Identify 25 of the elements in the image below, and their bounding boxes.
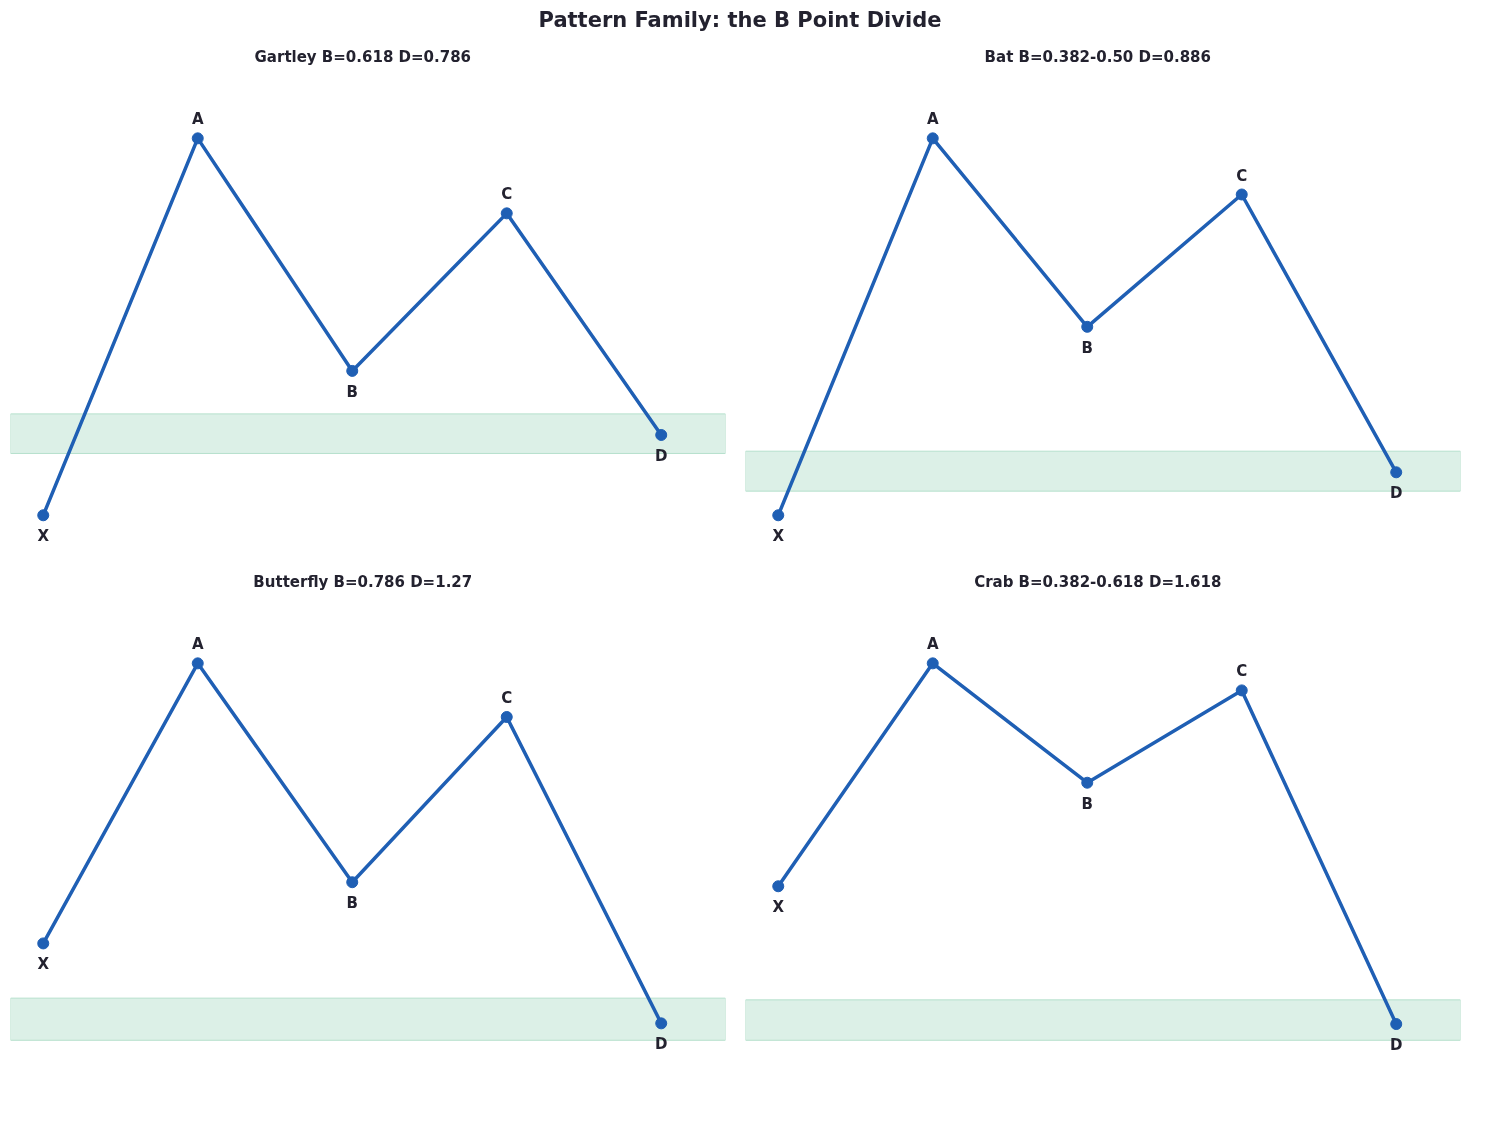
annotation: D: [655, 1035, 668, 1054]
annotation: A: [926, 635, 939, 654]
annotation: X: [772, 898, 785, 917]
annotation: C: [1236, 662, 1248, 681]
annotation: B: [1081, 794, 1093, 813]
chart-title: Bat B=0.382-0.50 D=0.886: [984, 47, 1211, 66]
annotation: C: [1236, 166, 1248, 185]
annotation: A: [191, 110, 204, 129]
annotation: X: [37, 955, 50, 974]
annotation: X: [37, 527, 50, 546]
annotation: B: [346, 382, 358, 401]
chart-title: Gartley B=0.618 D=0.786: [254, 47, 471, 66]
annotation: B: [346, 894, 358, 913]
annotation: D: [655, 446, 668, 465]
annotation: C: [501, 688, 513, 707]
annotation: D: [1390, 1036, 1403, 1055]
chart-title: Butterfly B=0.786 D=1.27: [253, 572, 473, 591]
annotation: C: [501, 185, 513, 204]
annotation: B: [1081, 338, 1093, 357]
chart-title: Crab B=0.382-0.618 D=1.618: [974, 572, 1222, 591]
annotation: A: [926, 110, 939, 129]
annotation: A: [191, 635, 204, 654]
annotation: D: [1390, 484, 1403, 503]
annotation: X: [772, 527, 785, 546]
text: Pattern Family: the B Point Divide: [537, 7, 943, 34]
